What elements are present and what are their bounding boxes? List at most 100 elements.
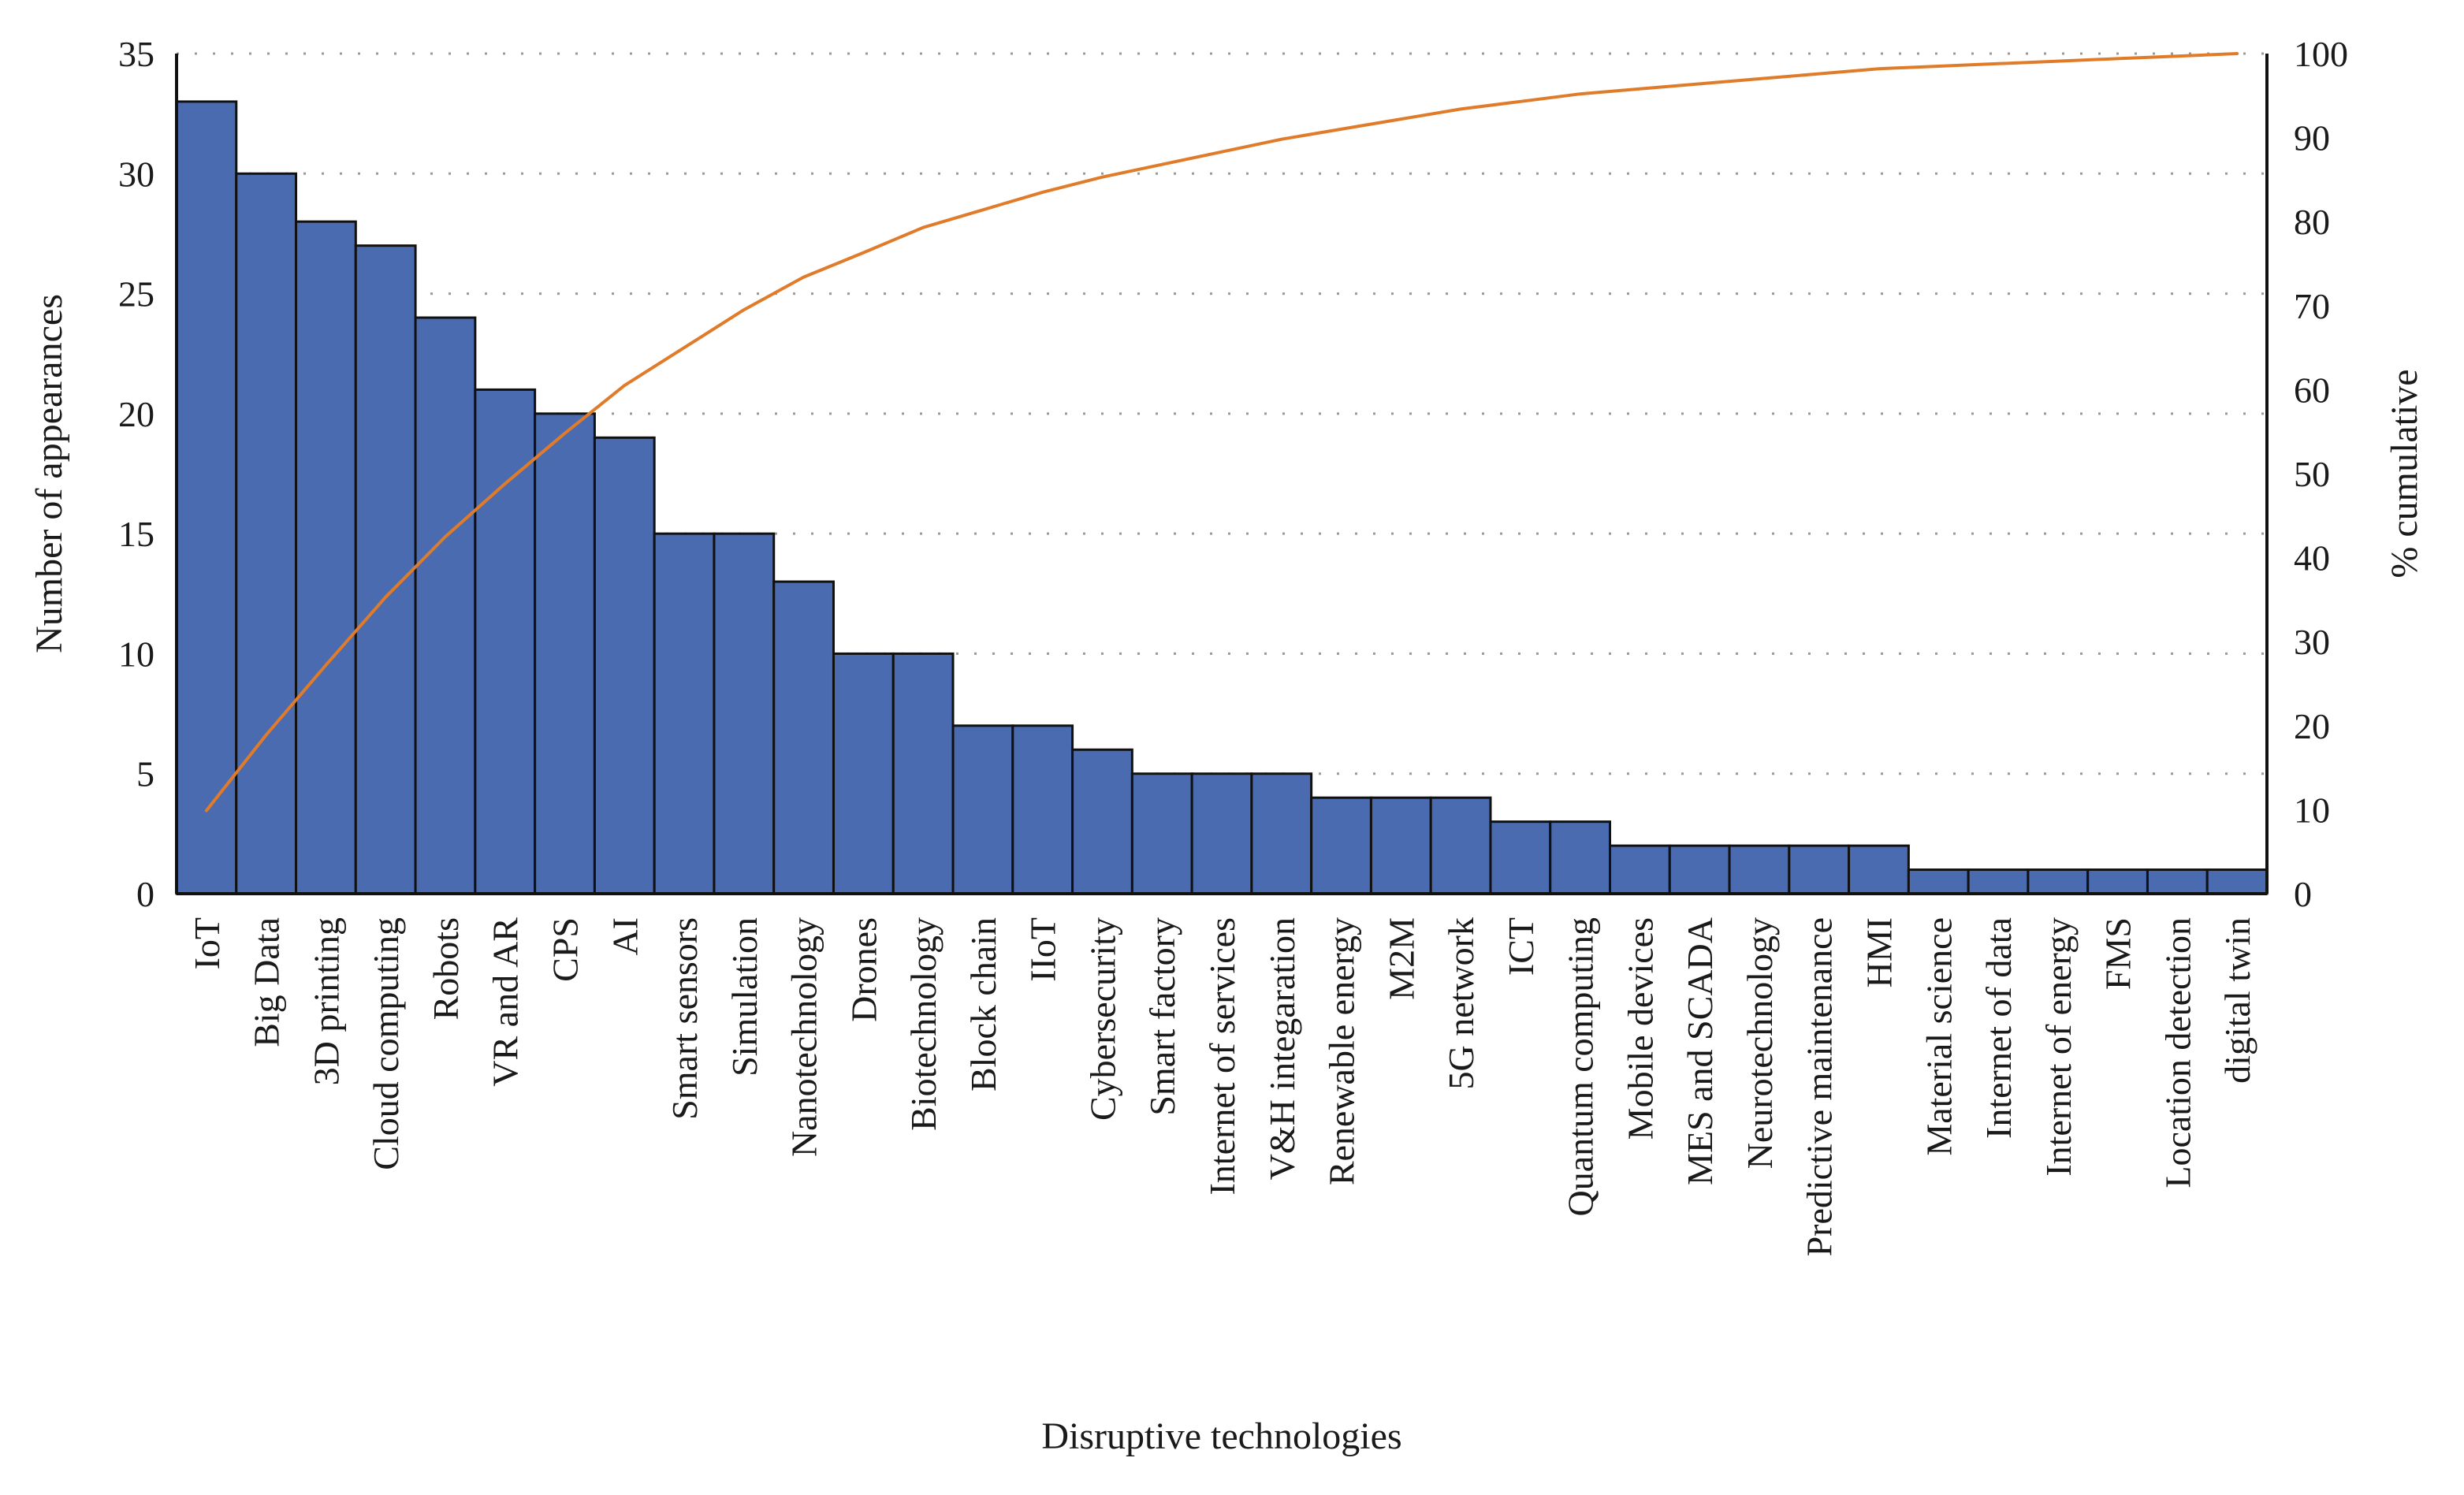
bar	[1668, 844, 1731, 895]
x-category-label: VR and AR	[486, 917, 526, 1087]
y-tick-label: 20	[118, 394, 154, 434]
bar	[534, 412, 596, 895]
bar	[1071, 748, 1133, 895]
x-category-label: Simulation	[724, 917, 765, 1077]
axes	[175, 54, 2269, 895]
y-axis-ticks: 0 5 10 15 20 25 30 35	[118, 34, 154, 914]
x-category-label: HMI	[1859, 917, 1899, 987]
x-category-label: Nanotechnology	[784, 917, 824, 1157]
bar	[1788, 844, 1851, 895]
bar	[1369, 796, 1432, 895]
bar	[1429, 796, 1492, 895]
y2-tick-label: 80	[2294, 202, 2330, 242]
bar	[832, 652, 895, 895]
x-category-label: Quantum computing	[1561, 917, 1601, 1216]
bar	[414, 316, 477, 895]
y-tick-label: 0	[136, 874, 154, 914]
gridlines	[177, 52, 2267, 775]
x-category-label: Big Data	[247, 917, 287, 1047]
y-axis-title: Number of appearances	[28, 294, 70, 653]
bar	[2086, 868, 2149, 895]
x-axis-title: Disruptive technologies	[1041, 1415, 1401, 1457]
x-category-label: IIoT	[1023, 917, 1063, 982]
bar	[1489, 820, 1552, 895]
x-category-label: Smart factory	[1142, 917, 1182, 1116]
x-category-label: Mobile devices	[1620, 917, 1660, 1140]
y2-tick-label: 10	[2294, 790, 2330, 830]
x-category-label: Robots	[426, 917, 466, 1020]
bars	[175, 100, 2269, 895]
x-category-label: Smart sensors	[664, 917, 705, 1120]
x-category-label: M2M	[1381, 917, 1421, 1000]
x-category-label: Block chain	[963, 917, 1003, 1091]
bar	[175, 100, 238, 895]
x-category-label: Neurotechnology	[1740, 917, 1780, 1169]
x-category-label: Location detection	[2157, 917, 2198, 1188]
y2-tick-label: 90	[2294, 118, 2330, 158]
bar	[1310, 796, 1372, 895]
x-category-label: Internet of energy	[2038, 917, 2079, 1177]
bar	[593, 436, 656, 895]
x-category-label: AI	[605, 917, 645, 956]
bar	[235, 172, 298, 895]
y2-axis-ticks: 0 10 20 30 40 50 60 70 80 90 100	[2294, 34, 2348, 914]
y2-tick-label: 20	[2294, 706, 2330, 746]
x-category-label: ICT	[1501, 917, 1541, 976]
y-tick-label: 5	[136, 754, 154, 794]
y-tick-label: 35	[118, 34, 154, 74]
bar	[1190, 772, 1253, 895]
bar	[1011, 724, 1074, 895]
bar	[1728, 844, 1791, 895]
y2-tick-label: 100	[2294, 34, 2348, 74]
x-category-label: CPS	[545, 917, 586, 982]
bar	[1609, 844, 1671, 895]
bar	[891, 652, 955, 895]
x-category-label: Renewable energy	[1322, 917, 1362, 1185]
bar	[2205, 868, 2269, 895]
bar	[1848, 844, 1910, 895]
x-category-label: 5G network	[1441, 917, 1481, 1089]
bar	[1907, 868, 1970, 895]
y2-tick-label: 60	[2294, 370, 2330, 410]
y2-tick-label: 0	[2294, 874, 2312, 914]
x-axis-categories: IoT Big Data 3D printing Cloud computing Rob…	[187, 917, 2257, 1257]
x-category-label: Biotechnology	[903, 917, 944, 1131]
cumulative-line	[204, 52, 2239, 813]
x-category-label: V&H integaration	[1262, 917, 1302, 1180]
cumulative-series	[204, 52, 2239, 813]
bar	[474, 388, 537, 895]
y-tick-label: 10	[118, 634, 154, 674]
x-category-label: 3D printing	[306, 917, 346, 1085]
bar	[2146, 868, 2209, 895]
x-category-label: MES and SCADA	[1680, 917, 1720, 1185]
x-category-label: Material science	[1919, 917, 1959, 1156]
x-category-label: Cybersecurity	[1082, 917, 1122, 1121]
y2-tick-label: 30	[2294, 622, 2330, 662]
bar	[1967, 868, 2030, 895]
bar	[295, 220, 357, 895]
bar	[951, 724, 1014, 895]
x-category-label: Internet of services	[1202, 917, 1242, 1196]
y2-tick-label: 70	[2294, 286, 2330, 326]
bar	[2027, 868, 2090, 895]
bar	[354, 244, 417, 895]
y-tick-label: 25	[118, 274, 154, 314]
bar	[772, 580, 835, 895]
x-category-label: digital twin	[2217, 917, 2257, 1084]
bar	[713, 532, 776, 895]
bar	[1130, 772, 1193, 895]
x-category-label: Predictive maintenance	[1800, 917, 1840, 1256]
y2-axis-title: % cumulative	[2384, 369, 2425, 578]
x-category-label: FMS	[2098, 917, 2138, 990]
y2-tick-label: 50	[2294, 454, 2330, 494]
bar	[1549, 820, 1612, 895]
y-tick-label: 30	[118, 154, 154, 194]
bar	[1250, 772, 1313, 895]
x-category-label: Cloud computing	[366, 917, 406, 1170]
x-category-label: Drones	[843, 917, 884, 1022]
bar	[653, 532, 716, 895]
y2-tick-label: 40	[2294, 538, 2330, 578]
x-category-label: Internet of data	[1978, 917, 2019, 1139]
